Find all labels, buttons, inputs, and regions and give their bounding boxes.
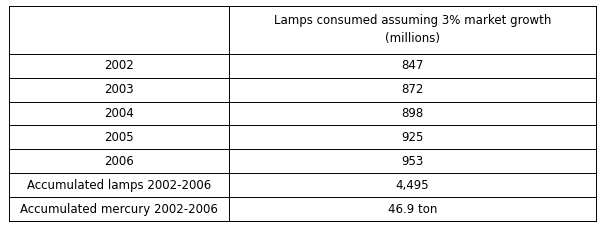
Text: 2004: 2004 xyxy=(104,107,134,120)
Text: Accumulated lamps 2002-2006: Accumulated lamps 2002-2006 xyxy=(27,179,211,192)
Text: 2006: 2006 xyxy=(104,155,134,168)
Text: 872: 872 xyxy=(401,83,423,96)
Text: 2005: 2005 xyxy=(104,131,134,144)
Text: 4,495: 4,495 xyxy=(396,179,430,192)
Text: 2002: 2002 xyxy=(104,59,134,72)
Text: 898: 898 xyxy=(401,107,423,120)
Text: Accumulated mercury 2002-2006: Accumulated mercury 2002-2006 xyxy=(20,203,218,216)
Text: 953: 953 xyxy=(401,155,423,168)
Text: Lamps consumed assuming 3% market growth: Lamps consumed assuming 3% market growth xyxy=(274,14,551,27)
Text: 46.9 ton: 46.9 ton xyxy=(388,203,437,216)
Text: 925: 925 xyxy=(401,131,423,144)
Text: 2003: 2003 xyxy=(104,83,134,96)
Text: (millions): (millions) xyxy=(385,32,440,45)
Text: 847: 847 xyxy=(401,59,423,72)
